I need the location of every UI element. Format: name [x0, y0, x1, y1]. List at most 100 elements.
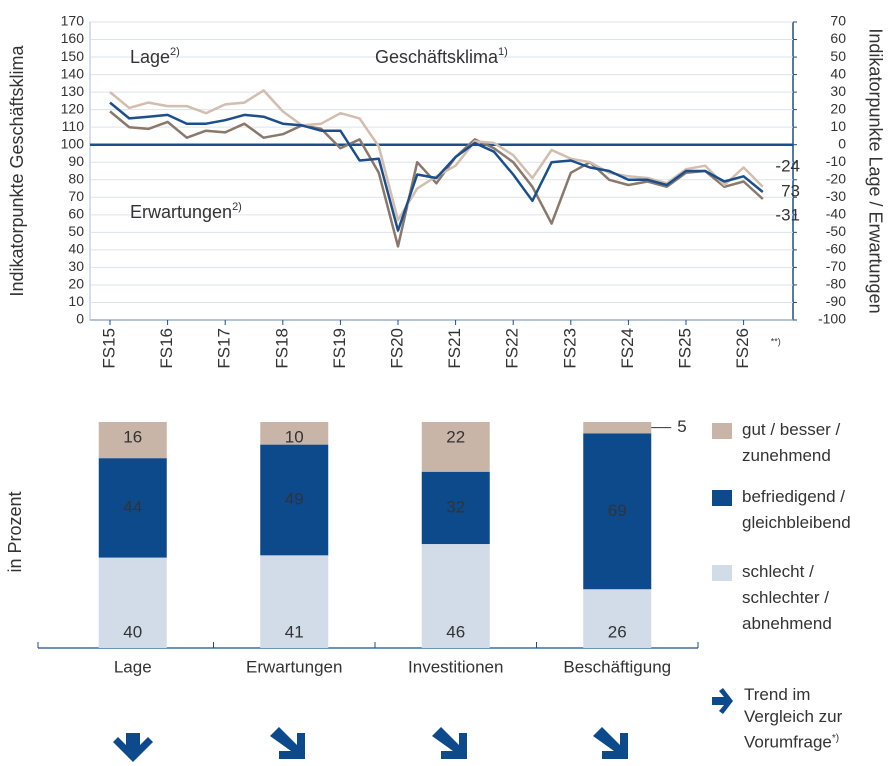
value-label: 44	[123, 497, 142, 516]
x-tick-label: Lage	[114, 657, 152, 676]
x-tick-label: FS24	[618, 328, 637, 369]
end-label: -31	[775, 206, 800, 225]
end-label: 73	[781, 182, 800, 201]
y-tick-label: 10	[68, 293, 84, 309]
y2-tick-label: -80	[826, 276, 846, 292]
x-tick-label: Investitionen	[408, 657, 503, 676]
y-tick-label: 100	[61, 135, 85, 151]
y2-tick-label: 60	[830, 30, 846, 46]
trend-legend: Trend im Vergleich zur Vorumfrage*)	[744, 684, 864, 754]
trend-arrow-down	[113, 733, 153, 762]
y-tick-label: 50	[68, 223, 84, 239]
legend-label: schlecht / schlechter / abnehmend	[742, 562, 832, 633]
legend-swatch	[712, 565, 732, 581]
x-tick-label: FS22	[503, 328, 522, 369]
y2-axis-title: Indikatorpunkte Lage / Erwartungen	[865, 28, 885, 313]
y-tick-label: 130	[61, 83, 85, 99]
y-tick-label: 120	[61, 100, 85, 116]
series-footnote: 2)	[232, 201, 242, 213]
legend-entry: schlecht / schlechter / abnehmend	[742, 562, 832, 633]
value-label: 10	[285, 427, 304, 446]
legend-swatch	[712, 490, 732, 506]
bar-segment	[260, 444, 329, 556]
y-tick-label: 70	[68, 188, 84, 204]
trend-arrow-down-right	[593, 727, 628, 759]
y-tick-label: 90	[68, 153, 84, 169]
series-label: Lage2)	[130, 46, 180, 67]
y2-tick-label: -60	[826, 241, 846, 257]
y-tick-label: 140	[61, 65, 85, 81]
bar-segment	[98, 458, 167, 558]
bar-segment	[421, 471, 490, 545]
bar-segment	[421, 544, 490, 648]
y2-tick-label: -20	[826, 170, 846, 186]
series-label: Erwartungen2)	[130, 201, 242, 222]
line-series	[109, 101, 764, 232]
y-tick-label: 150	[61, 48, 85, 64]
trend-legend-text: Trend im Vergleich zur Vorumfrage*)	[744, 684, 864, 754]
series-name: Geschäftsklima	[375, 47, 499, 67]
y-tick-label: 160	[61, 30, 85, 46]
x-tick-label: FS17	[215, 328, 234, 369]
line-series	[109, 110, 764, 248]
value-label: 32	[446, 497, 465, 516]
value-label: 46	[446, 622, 465, 641]
y-tick-label: 110	[62, 118, 85, 134]
value-label: 69	[608, 501, 627, 520]
series-footnote: 1)	[498, 46, 508, 58]
y2-tick-label: 40	[830, 65, 846, 81]
y2-tick-label: 70	[830, 13, 846, 29]
bar-segment	[421, 422, 490, 472]
value-label: 16	[123, 427, 142, 446]
series-label: Geschäftsklima1)	[375, 46, 508, 67]
x-tick-label: FS20	[387, 328, 406, 369]
legend-entry: befriedigend / gleichbleibend	[742, 487, 851, 532]
y2-tick-label: -90	[826, 293, 846, 309]
series-name: Erwartungen	[130, 202, 232, 222]
x-tick-label: FS15	[99, 328, 118, 369]
y2-tick-label: 10	[830, 118, 846, 134]
x-tick-label: FS16	[157, 328, 176, 369]
value-label: 26	[608, 622, 627, 641]
y-tick-label: 30	[68, 258, 84, 274]
end-label: -24	[775, 156, 800, 175]
bar-segment	[98, 557, 167, 648]
y2-tick-label: 0	[838, 135, 846, 151]
value-label: 5	[677, 417, 686, 436]
value-label: 22	[446, 427, 465, 446]
legend-label: befriedigend / gleichbleibend	[742, 487, 851, 532]
y2-tick-label: -10	[826, 153, 846, 169]
y2-tick-label: 50	[830, 48, 846, 64]
x-tick-label: **)	[771, 336, 781, 346]
value-label: 40	[123, 622, 142, 641]
y2-tick-label: -50	[826, 223, 846, 239]
y-tick-label: 0	[76, 311, 84, 327]
x-tick-label: FS19	[330, 328, 349, 369]
x-tick-label: FS26	[733, 328, 752, 369]
y-axis-title: Indikatorpunkte Geschäftsklima	[7, 44, 27, 296]
trend-arrow-down-right	[270, 727, 305, 759]
x-tick-label: FS25	[675, 328, 694, 369]
x-tick-label: Erwartungen	[246, 657, 342, 676]
trend-arrow-down-right	[432, 727, 467, 759]
y2-tick-label: -40	[826, 206, 846, 222]
x-tick-label: FS21	[445, 328, 464, 369]
x-tick-label: FS23	[560, 328, 579, 369]
bar-segment	[260, 422, 329, 445]
y-tick-label: 60	[68, 206, 84, 222]
bar-segment	[583, 589, 652, 648]
value-label: 41	[285, 622, 304, 641]
x-tick-label: FS18	[272, 328, 291, 369]
bar-segment	[98, 422, 167, 459]
y-tick-label: 80	[68, 170, 84, 186]
series-name: Lage	[130, 47, 170, 67]
y-tick-label: 170	[61, 13, 85, 29]
value-label: 49	[285, 489, 304, 508]
trend-legend-arrow	[712, 688, 733, 714]
trend-footnote: *)	[831, 733, 840, 744]
y2-tick-label: 30	[830, 83, 846, 99]
y2-tick-label: 20	[830, 100, 846, 116]
y-tick-label: 20	[68, 276, 84, 292]
y-tick-label: 40	[68, 241, 84, 257]
